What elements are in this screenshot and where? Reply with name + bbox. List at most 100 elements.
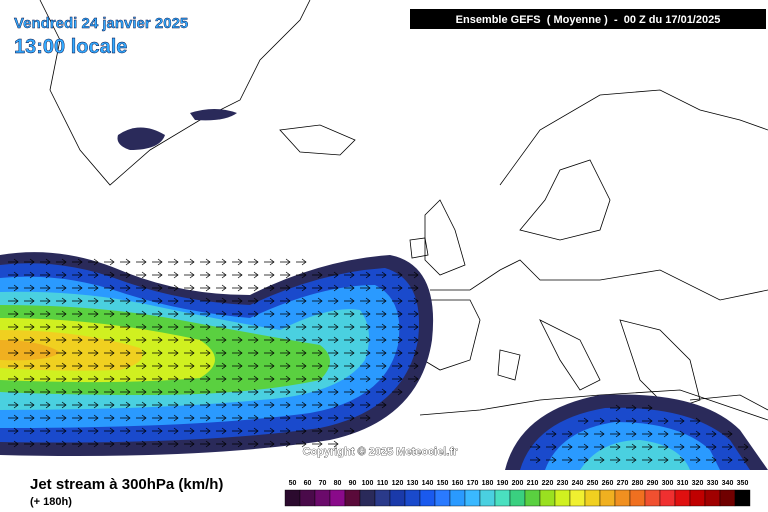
- wind-arrow: [626, 417, 637, 425]
- wind-arrow: [392, 336, 403, 344]
- wind-arrow: [408, 310, 419, 318]
- wind-arrow: [578, 430, 589, 438]
- wind-arrow: [168, 362, 179, 370]
- wind-arrow: [200, 258, 211, 266]
- wind-arrow: [674, 443, 685, 451]
- wind-arrow: [232, 297, 243, 305]
- legend-label: 270: [617, 480, 629, 487]
- wind-arrow: [120, 323, 131, 331]
- wind-arrow: [344, 375, 355, 383]
- legend-swatch: [629, 489, 646, 507]
- wind-arrow: [56, 310, 67, 318]
- wind-arrow: [88, 271, 99, 279]
- wind-arrow: [104, 414, 115, 422]
- wind-arrow: [184, 258, 195, 266]
- wind-arrow: [72, 414, 83, 422]
- legend-swatch: [719, 489, 736, 507]
- legend-label: 150: [437, 480, 449, 487]
- wind-arrow: [360, 323, 371, 331]
- wind-arrow: [264, 323, 275, 331]
- wind-arrow: [578, 443, 589, 451]
- wind-arrow: [40, 388, 51, 396]
- wind-arrow: [24, 258, 35, 266]
- wind-arrow: [88, 401, 99, 409]
- wind-arrow: [610, 456, 621, 464]
- wind-arrow: [296, 310, 307, 318]
- wind-arrow: [24, 362, 35, 370]
- wind-arrow: [344, 349, 355, 357]
- wind-arrow: [376, 349, 387, 357]
- wind-arrow: [344, 362, 355, 370]
- wind-arrow: [152, 401, 163, 409]
- wind-arrow: [168, 310, 179, 318]
- wind-arrow: [360, 349, 371, 357]
- wind-arrow: [280, 349, 291, 357]
- wind-arrow: [200, 440, 211, 448]
- wind-arrow: [104, 362, 115, 370]
- wind-arrow: [328, 414, 339, 422]
- legend-label: 70: [319, 480, 327, 487]
- jet-stream-atlantic: [0, 252, 434, 456]
- wind-arrow: [328, 310, 339, 318]
- wind-arrow: [312, 388, 323, 396]
- wind-arrow: [360, 375, 371, 383]
- legend-label: 130: [407, 480, 419, 487]
- wind-arrow: [88, 375, 99, 383]
- wind-arrow: [408, 349, 419, 357]
- wind-arrow: [168, 323, 179, 331]
- wind-arrow: [56, 271, 67, 279]
- wind-arrow: [24, 284, 35, 292]
- wind-arrow: [674, 417, 685, 425]
- wind-arrow: [312, 375, 323, 383]
- wind-arrow: [120, 258, 131, 266]
- legend-swatch: [479, 489, 496, 507]
- wind-arrow: [120, 310, 131, 318]
- wind-arrow: [232, 375, 243, 383]
- legend-swatch: [404, 489, 421, 507]
- wind-arrow: [72, 375, 83, 383]
- wind-arrow: [280, 427, 291, 435]
- wind-arrow: [658, 430, 669, 438]
- wind-arrow: [136, 362, 147, 370]
- time: 13:00 locale: [14, 36, 127, 58]
- run-info: Ensemble GEFS ( Moyenne ) - 00 Z du 17/0…: [456, 14, 721, 26]
- wind-arrow: [136, 284, 147, 292]
- legend-label: 350: [737, 480, 749, 487]
- wind-arrow: [40, 310, 51, 318]
- legend-swatch: [374, 489, 391, 507]
- wind-arrow: [626, 404, 637, 412]
- coastlines: [39, 0, 768, 421]
- wind-arrow: [184, 297, 195, 305]
- wind-arrow: [72, 349, 83, 357]
- wind-arrow: [104, 440, 115, 448]
- wind-arrow: [8, 375, 19, 383]
- wind-arrow: [168, 388, 179, 396]
- wind-arrow: [152, 310, 163, 318]
- wind-arrow: [312, 362, 323, 370]
- wind-arrow: [408, 375, 419, 383]
- wind-arrow: [216, 401, 227, 409]
- wind-arrow: [392, 375, 403, 383]
- wind-arrow: [248, 271, 259, 279]
- wind-arrow: [216, 271, 227, 279]
- wind-arrow: [264, 362, 275, 370]
- wind-arrow: [248, 349, 259, 357]
- wind-arrow: [56, 258, 67, 266]
- wind-arrow: [200, 401, 211, 409]
- wind-arrow: [658, 443, 669, 451]
- wind-arrow: [200, 362, 211, 370]
- wind-arrow: [168, 440, 179, 448]
- wind-arrow: [104, 310, 115, 318]
- wind-arrow: [232, 427, 243, 435]
- wind-arrow: [280, 401, 291, 409]
- wind-arrow: [120, 271, 131, 279]
- wind-arrow: [168, 258, 179, 266]
- wind-arrow: [296, 388, 307, 396]
- wind-arrow: [296, 336, 307, 344]
- wind-arrow: [136, 310, 147, 318]
- wind-arrow: [328, 427, 339, 435]
- legend-label: 170: [467, 480, 479, 487]
- legend-swatch: [599, 489, 616, 507]
- wind-arrow: [344, 336, 355, 344]
- wind-arrow: [232, 258, 243, 266]
